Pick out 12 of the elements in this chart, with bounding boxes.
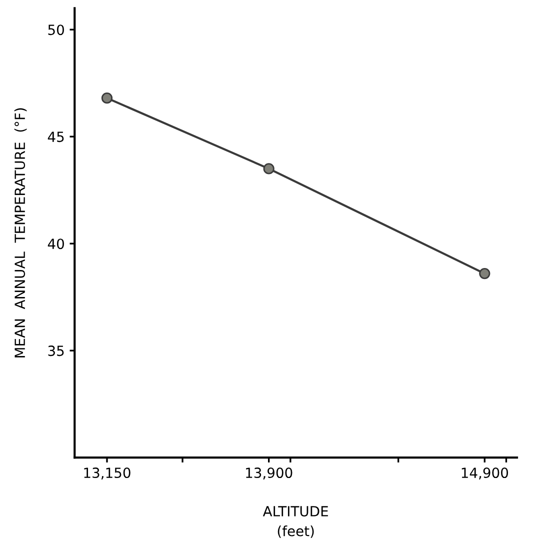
x-tick-label: 13,150 bbox=[84, 468, 130, 480]
y-tick-label: 45 bbox=[48, 132, 64, 142]
y-tick-label: 35 bbox=[48, 346, 64, 356]
y-axis-title: MEAN ANNUAL TEMPERATURE (°F) bbox=[14, 108, 27, 358]
x-tick-label: 13,900 bbox=[246, 468, 292, 480]
point bbox=[263, 163, 274, 174]
x-axis-title: ALTITUDE (feet) bbox=[262, 506, 328, 538]
point bbox=[101, 92, 113, 104]
x-tick-label: 14,900 bbox=[462, 468, 508, 480]
y-tick-label: 40 bbox=[48, 238, 64, 250]
y-tick-label: 50 bbox=[48, 24, 64, 36]
point bbox=[479, 268, 490, 280]
